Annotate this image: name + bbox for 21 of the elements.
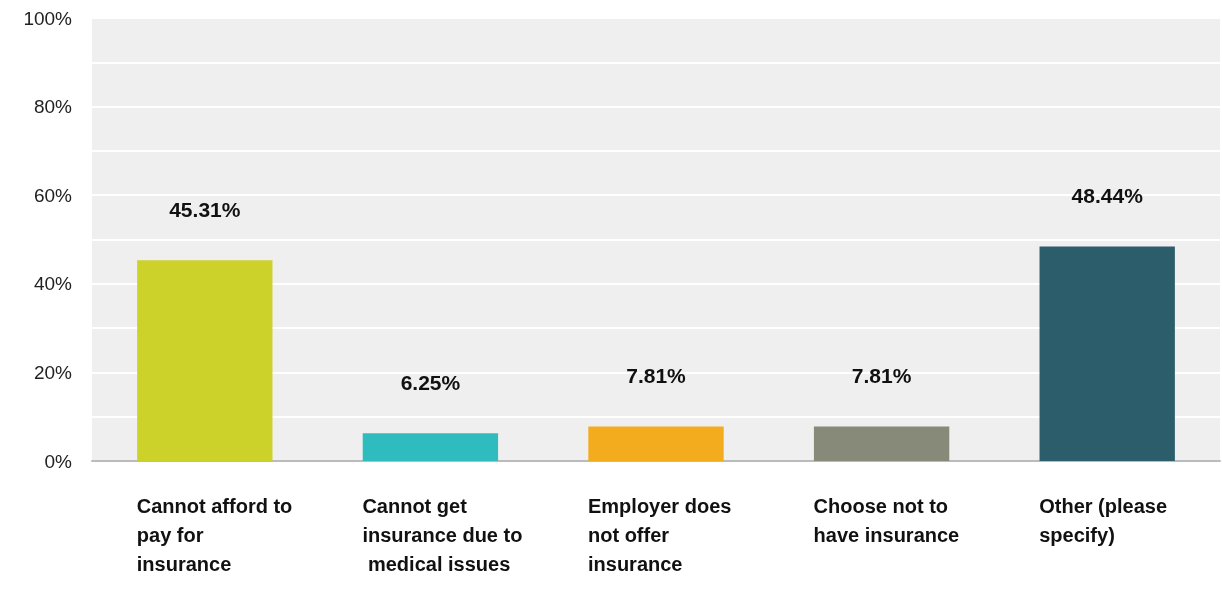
data-label: 7.81% [851, 364, 912, 388]
y-tick-label: 60% [33, 184, 73, 206]
bar [362, 433, 499, 461]
x-tick-label: Other (please specify) [1039, 494, 1173, 546]
y-tick-label: 40% [33, 273, 73, 295]
x-tick-label: Choose not to have insurance [813, 494, 960, 546]
x-tick-label: Cannot get insurance due to medical issues [362, 494, 523, 575]
bar [588, 426, 724, 461]
bar [813, 426, 950, 461]
y-tick-label: 0% [44, 450, 73, 472]
bar [137, 260, 273, 461]
bar [1039, 246, 1175, 461]
data-label: 45.31% [169, 198, 241, 222]
x-tick-label: Cannot afford to pay for insurance [136, 494, 298, 575]
x-tick-label: Employer does not offer insurance [588, 494, 737, 575]
data-label: 6.25% [400, 371, 461, 395]
y-tick-label: 20% [33, 361, 73, 383]
data-label: 7.81% [626, 364, 687, 388]
y-tick-label: 80% [33, 96, 73, 118]
data-label: 48.44% [1071, 184, 1144, 208]
y-tick-label: 100% [23, 7, 73, 29]
